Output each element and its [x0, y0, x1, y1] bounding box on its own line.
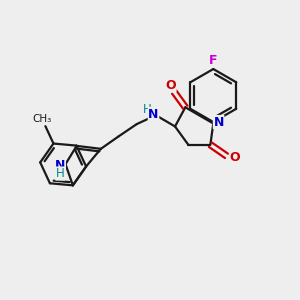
- Text: O: O: [230, 151, 240, 164]
- Text: H: H: [56, 167, 64, 180]
- Text: N: N: [55, 159, 65, 172]
- Text: CH₃: CH₃: [32, 114, 52, 124]
- Text: H: H: [143, 103, 152, 116]
- Text: F: F: [209, 54, 218, 67]
- Text: N: N: [148, 108, 159, 121]
- Text: O: O: [165, 79, 176, 92]
- Text: N: N: [213, 116, 224, 128]
